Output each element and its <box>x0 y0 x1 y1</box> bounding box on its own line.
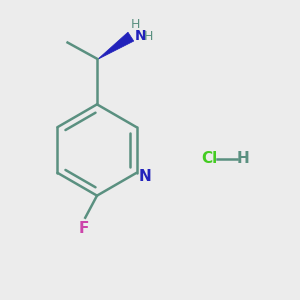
Text: N: N <box>134 29 146 43</box>
Text: H: H <box>144 30 153 44</box>
Polygon shape <box>98 32 134 59</box>
Text: F: F <box>79 220 89 236</box>
Text: N: N <box>138 169 151 184</box>
Text: H: H <box>236 151 249 166</box>
Text: H: H <box>131 18 141 32</box>
Text: Cl: Cl <box>201 151 217 166</box>
